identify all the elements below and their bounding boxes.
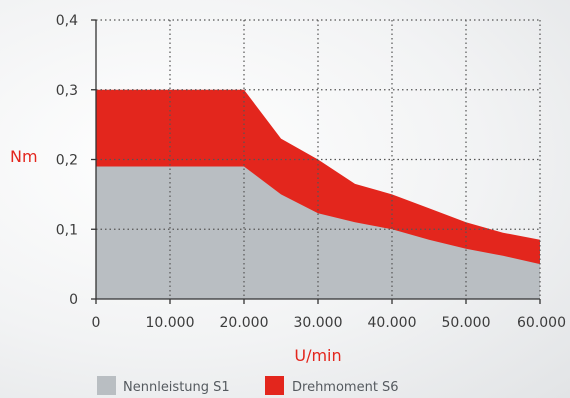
axes-layer — [91, 19, 541, 304]
y-tick-label-4: 0,4 — [56, 13, 78, 29]
x-tick-label-2: 20.000 — [220, 315, 269, 331]
legend-swatch-2 — [265, 376, 284, 395]
legend-label-2: Drehmoment S6 — [292, 380, 399, 395]
x-tick-label-1: 10.000 — [146, 315, 195, 331]
legend-label-1: Nennleistung S1 — [123, 380, 230, 395]
y-tick-label-3: 0,3 — [56, 83, 78, 99]
y-tick-label-2: 0,2 — [56, 153, 78, 169]
legend-swatch-1 — [97, 376, 116, 395]
x-tick-label-6: 60.000 — [517, 315, 566, 331]
x-tick-label-3: 30.000 — [294, 315, 343, 331]
grid-layer — [96, 19, 541, 299]
x-tick-label-4: 40.000 — [368, 315, 417, 331]
x-axis-title: U/min — [294, 346, 341, 365]
y-axis-title: Nm — [10, 147, 38, 166]
tick-label-layer: 0 0,1 0,2 0,3 0,4 0 10.000 20.000 30.000 40.000 50… — [56, 13, 566, 331]
x-tick-label-5: 50.000 — [442, 315, 491, 331]
y-tick-label-1: 0,1 — [56, 222, 78, 238]
x-tick-label-0: 0 — [92, 315, 101, 331]
legend: Nennleistung S1 Drehmoment S6 — [97, 376, 399, 395]
y-tick-label-0: 0 — [69, 292, 78, 308]
